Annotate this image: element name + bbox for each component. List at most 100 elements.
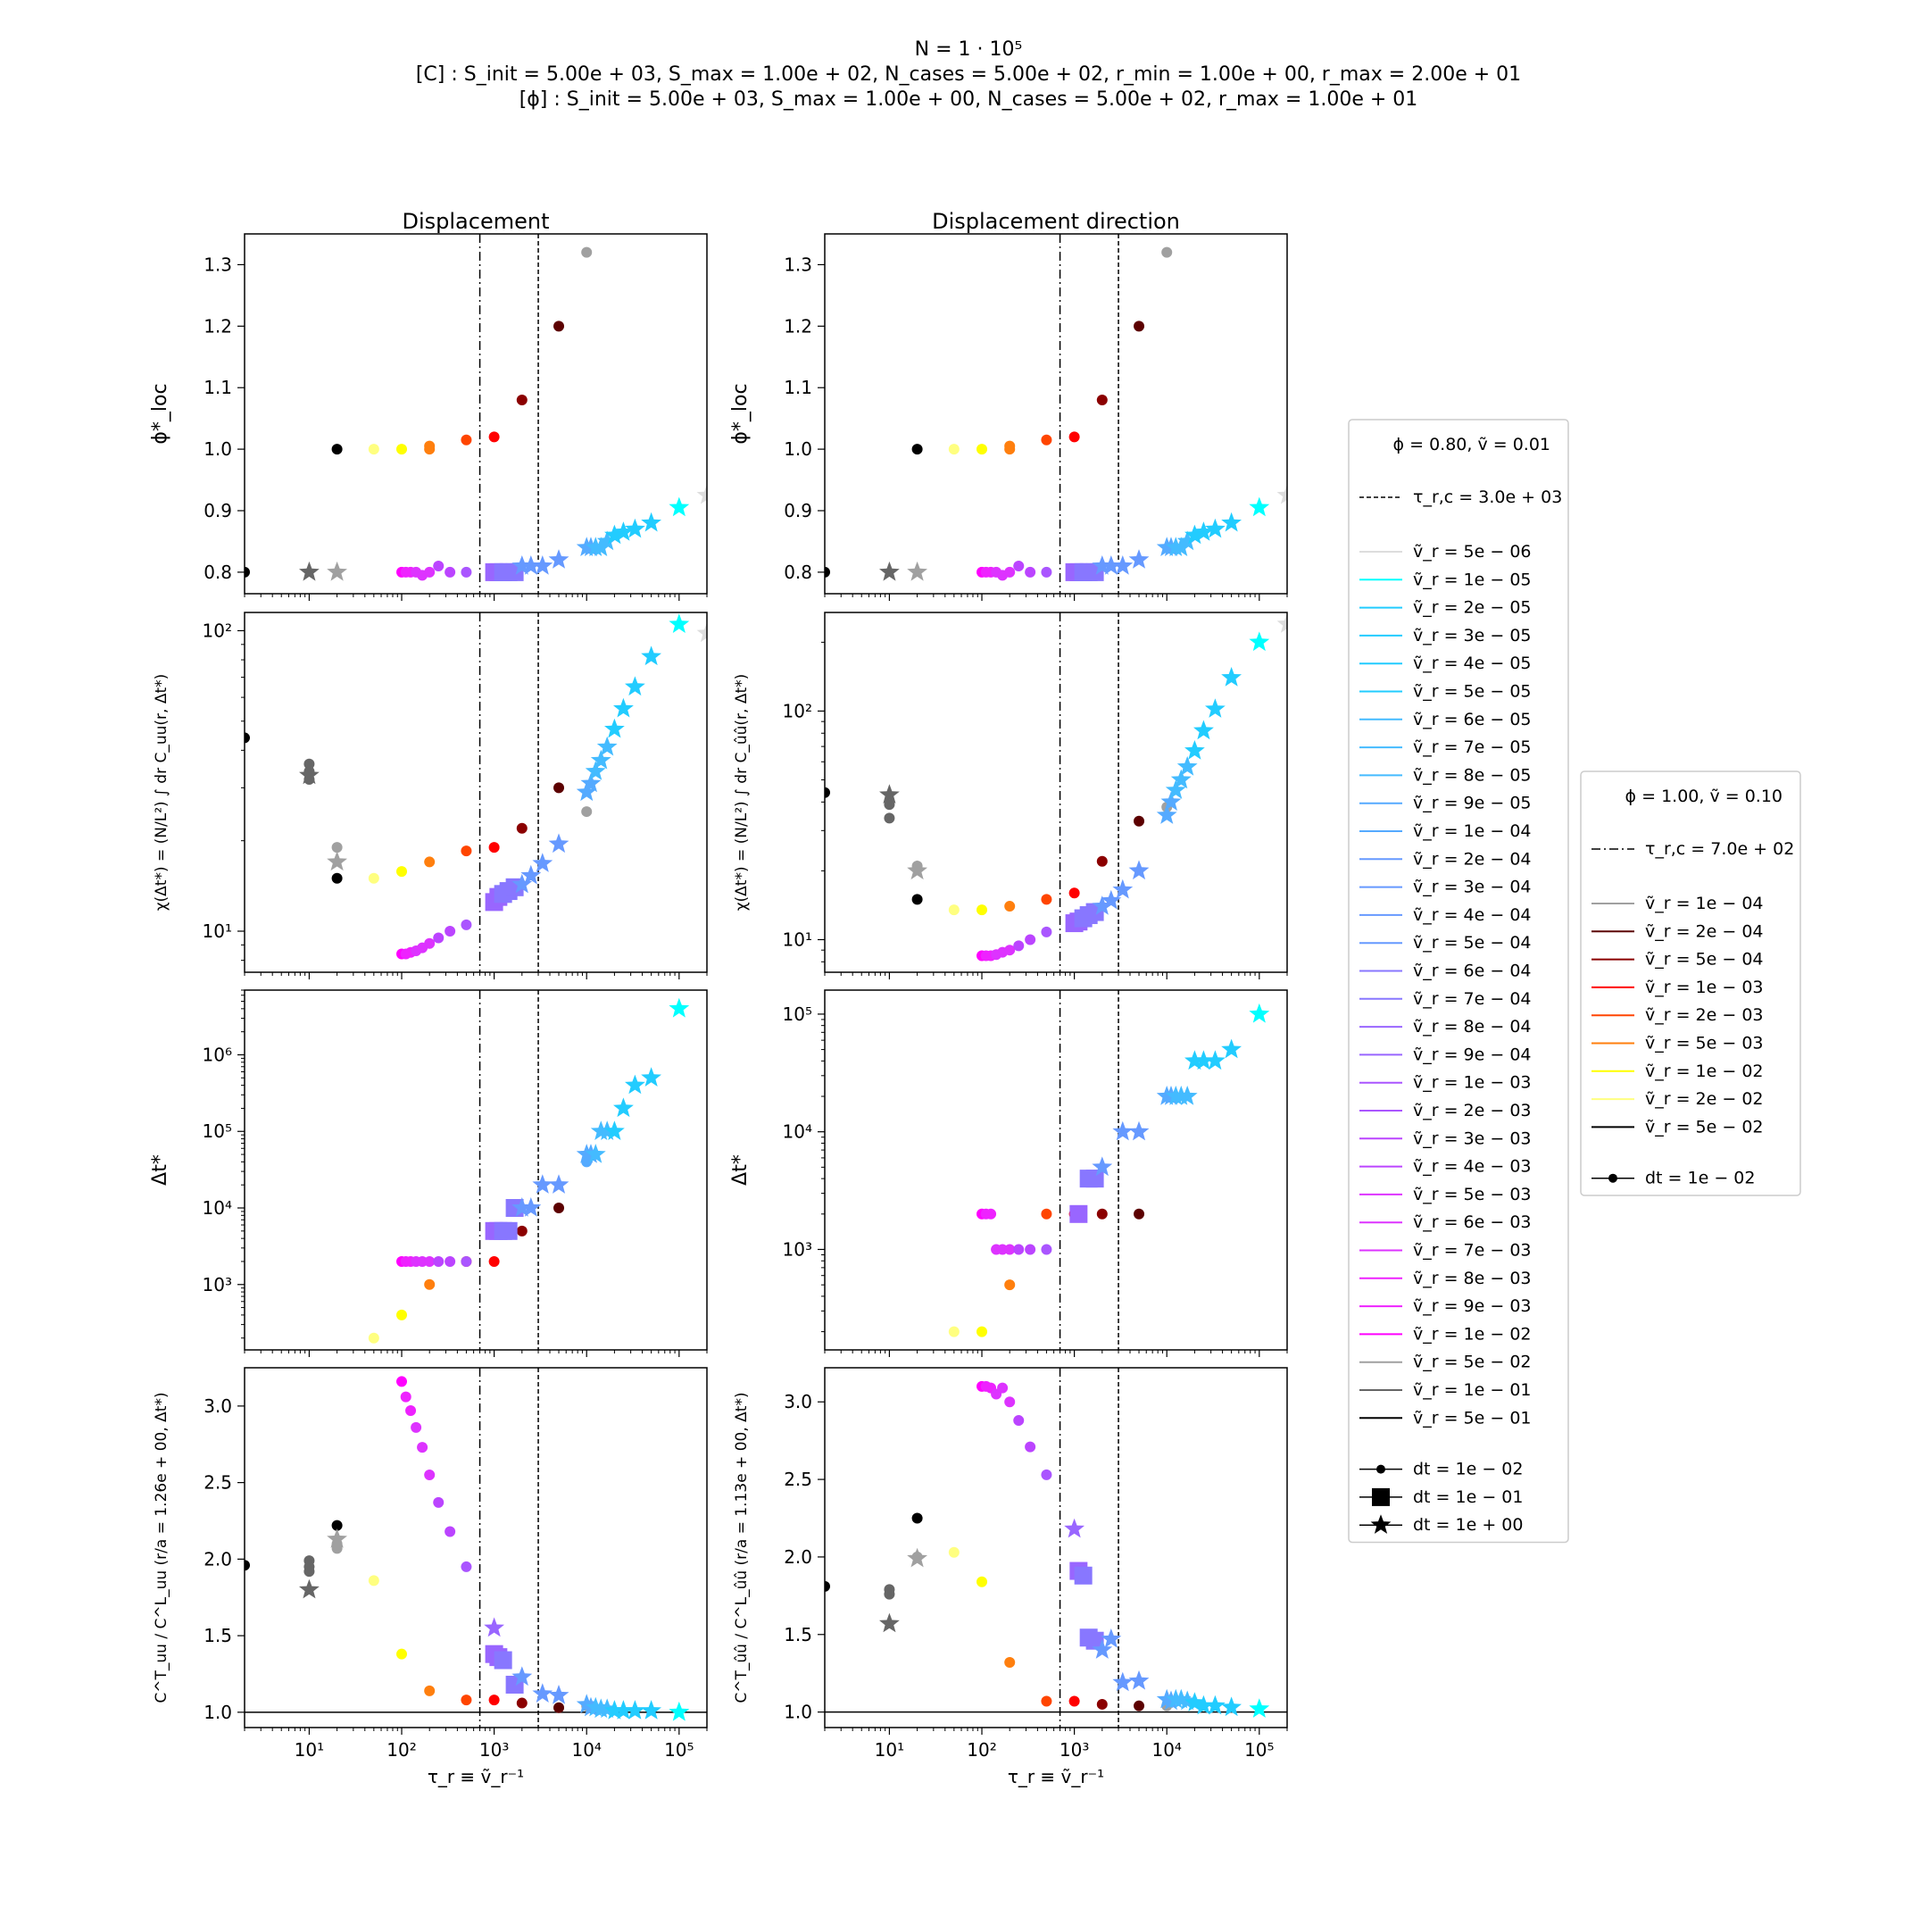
legend-entry-label: ṽ_r = 6e − 04 xyxy=(1413,962,1532,981)
data-point xyxy=(396,1376,408,1387)
data-point xyxy=(1176,1086,1198,1105)
legend-tau-label: τ_r,c = 7.0e + 02 xyxy=(1645,839,1794,859)
data-point xyxy=(1004,1657,1016,1669)
data-point xyxy=(1041,1695,1052,1707)
data-point xyxy=(331,842,343,854)
data-point xyxy=(1205,698,1226,718)
data-point xyxy=(976,444,988,455)
legend-marker-label: dt = 1e − 02 xyxy=(1413,1460,1523,1479)
legend-entry-label: ṽ_r = 5e − 06 xyxy=(1413,542,1532,562)
data-point xyxy=(1013,561,1025,571)
data-point xyxy=(1193,1695,1214,1715)
data-point xyxy=(461,434,472,446)
x-tick-label: 10⁵ xyxy=(664,1739,694,1761)
data-point xyxy=(1221,667,1242,687)
data-point xyxy=(641,512,661,532)
data-point xyxy=(669,496,690,517)
data-point xyxy=(331,872,343,884)
y-axis-label: C^T_uu / C^L_uu (r/a = 1.26e + 00, Δt*) xyxy=(153,1392,170,1703)
data-point xyxy=(1096,1208,1108,1220)
y-tick-label: 3.0 xyxy=(204,1395,232,1417)
legend-entry-label: ṽ_r = 5e − 03 xyxy=(1645,1034,1764,1053)
data-point xyxy=(494,1651,512,1670)
data-point xyxy=(625,518,645,538)
data-point xyxy=(548,1174,569,1194)
data-point xyxy=(424,937,436,949)
data-point xyxy=(1221,512,1242,532)
y-tick-label: 10² xyxy=(203,620,232,641)
data-point xyxy=(1176,755,1198,776)
x-tick-label: 10⁴ xyxy=(571,1739,601,1761)
data-point xyxy=(1249,631,1270,652)
data-point xyxy=(1221,1696,1242,1717)
data-point xyxy=(1092,555,1113,575)
data-point xyxy=(511,873,533,894)
data-point xyxy=(669,1701,690,1721)
legend-entry-label: ṽ_r = 8e − 04 xyxy=(1413,1017,1532,1037)
data-point xyxy=(516,395,528,405)
data-point xyxy=(696,622,707,643)
figure-title-line: [ϕ] : S_init = 5.00e + 03, S_max = 1.00e… xyxy=(519,88,1418,111)
data-point xyxy=(1096,855,1108,867)
data-point xyxy=(516,822,528,834)
legend-entry-label: ṽ_r = 9e − 04 xyxy=(1413,1045,1532,1064)
data-point xyxy=(400,1391,411,1403)
data-point xyxy=(331,1543,343,1554)
data-point xyxy=(1276,484,1287,504)
data-point xyxy=(576,1694,597,1713)
data-point xyxy=(1276,613,1287,633)
data-point xyxy=(1160,791,1182,811)
data-point xyxy=(879,561,900,581)
data-point xyxy=(1221,1038,1242,1059)
data-point xyxy=(1170,537,1192,556)
data-point xyxy=(548,833,569,854)
y-tick-label: 0.8 xyxy=(204,562,232,583)
y-tick-label: 1.1 xyxy=(784,377,812,398)
data-point xyxy=(907,1547,927,1568)
y-tick-label: 1.0 xyxy=(784,438,812,460)
data-point xyxy=(433,1496,445,1508)
x-axis-label: τ_r ≡ ṽ_r⁻¹ xyxy=(1008,1766,1104,1787)
data-point xyxy=(1101,555,1122,575)
data-point xyxy=(1004,1244,1016,1255)
legend-entry-label: ṽ_r = 5e − 03 xyxy=(1413,1185,1532,1204)
legend-entry-label: ṽ_r = 4e − 04 xyxy=(1413,905,1532,925)
legend-marker xyxy=(1608,1173,1617,1183)
plot-area xyxy=(825,1368,1287,1728)
data-point xyxy=(396,866,408,878)
legend-entry-label: ṽ_r = 1e − 03 xyxy=(1645,978,1764,997)
x-tick-label: 10² xyxy=(967,1739,996,1761)
y-tick-label: 1.5 xyxy=(204,1625,232,1646)
y-tick-label: 1.0 xyxy=(204,1702,232,1723)
plot-area xyxy=(245,1368,707,1728)
data-point xyxy=(1184,740,1205,760)
legend-entry-label: ṽ_r = 1e − 02 xyxy=(1645,1062,1764,1081)
y-tick-label: 1.5 xyxy=(784,1624,812,1645)
y-tick-label: 3.0 xyxy=(784,1391,812,1412)
legend-entry-label: ṽ_r = 2e − 03 xyxy=(1645,1005,1764,1025)
data-point xyxy=(825,566,830,578)
data-point xyxy=(911,444,923,455)
y-axis-label: ϕ*_loc xyxy=(149,383,171,444)
data-point xyxy=(1134,1208,1145,1220)
data-point xyxy=(625,1700,645,1720)
legend-entry-label: ṽ_r = 1e − 02 xyxy=(1413,1324,1532,1344)
x-axis-label: τ_r ≡ ṽ_r⁻¹ xyxy=(428,1766,524,1787)
y-tick-label: 0.9 xyxy=(204,500,232,521)
data-point xyxy=(516,1697,528,1709)
data-point xyxy=(245,732,250,744)
data-point xyxy=(303,1566,315,1578)
data-point xyxy=(976,1576,988,1587)
data-point xyxy=(488,842,500,854)
data-point xyxy=(976,1326,988,1337)
legend-entry-label: ṽ_r = 2e − 05 xyxy=(1413,598,1532,618)
data-point xyxy=(613,1700,634,1720)
data-point xyxy=(411,1421,422,1433)
data-point xyxy=(1134,815,1145,827)
x-tick-label: 10¹ xyxy=(875,1739,904,1761)
data-point xyxy=(1205,1695,1226,1715)
data-point xyxy=(604,1120,625,1140)
subplot-dt-displacement: 10³ 10⁴ 10⁵ 10⁶ Δt* xyxy=(149,989,708,1357)
